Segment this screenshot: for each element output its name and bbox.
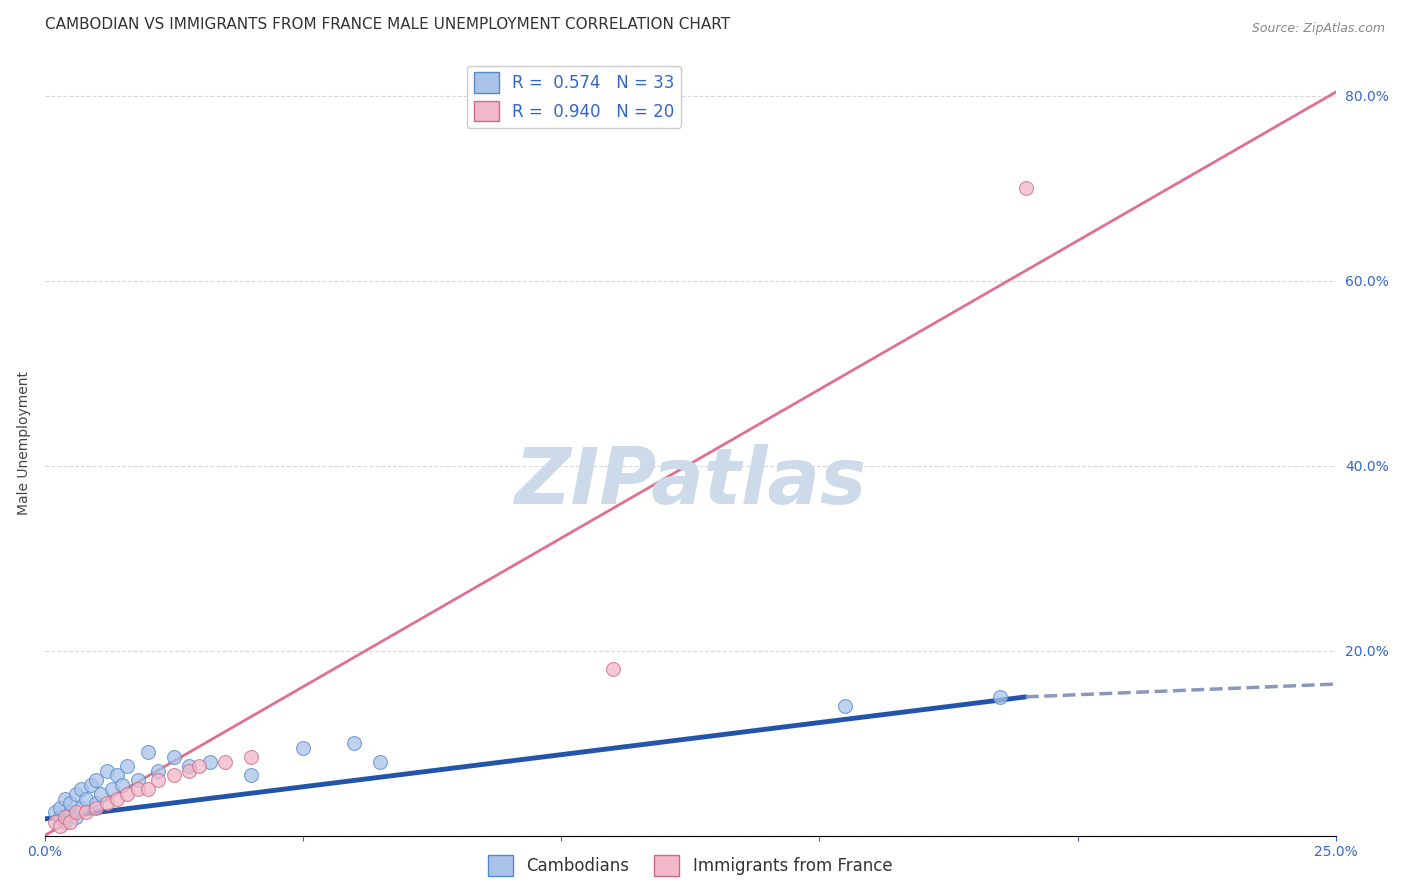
Point	[65, 787, 87, 801]
Point	[602, 662, 624, 676]
Point	[49, 810, 72, 824]
Point	[111, 778, 134, 792]
Point	[44, 805, 66, 820]
Point	[368, 755, 391, 769]
Point	[53, 791, 76, 805]
Point	[115, 787, 138, 801]
Point	[127, 782, 149, 797]
Point	[136, 782, 159, 797]
Point	[49, 801, 72, 815]
Point	[80, 778, 103, 792]
Point	[65, 805, 87, 820]
Point	[179, 764, 201, 778]
Point	[163, 750, 186, 764]
Point	[96, 796, 118, 810]
Point	[59, 805, 82, 820]
Point	[59, 796, 82, 810]
Point	[65, 810, 87, 824]
Text: CAMBODIAN VS IMMIGRANTS FROM FRANCE MALE UNEMPLOYMENT CORRELATION CHART: CAMBODIAN VS IMMIGRANTS FROM FRANCE MALE…	[45, 17, 730, 32]
Point	[214, 755, 236, 769]
Point	[96, 764, 118, 778]
Point	[84, 773, 107, 788]
Point	[84, 801, 107, 815]
Point	[988, 690, 1011, 704]
Point	[163, 768, 186, 782]
Point	[198, 755, 221, 769]
Point	[188, 759, 211, 773]
Point	[343, 736, 366, 750]
Point	[148, 773, 170, 788]
Y-axis label: Male Unemployment: Male Unemployment	[17, 370, 31, 515]
Point	[90, 787, 112, 801]
Point	[53, 810, 76, 824]
Point	[105, 791, 128, 805]
Point	[834, 699, 856, 714]
Point	[100, 782, 122, 797]
Point	[84, 796, 107, 810]
Point	[127, 773, 149, 788]
Point	[75, 805, 97, 820]
Point	[136, 745, 159, 759]
Point	[1015, 181, 1038, 195]
Point	[179, 759, 201, 773]
Point	[49, 819, 72, 833]
Text: Source: ZipAtlas.com: Source: ZipAtlas.com	[1251, 22, 1385, 36]
Point	[148, 764, 170, 778]
Point	[105, 768, 128, 782]
Point	[75, 791, 97, 805]
Text: ZIPatlas: ZIPatlas	[515, 444, 866, 520]
Point	[53, 814, 76, 829]
Legend: Cambodians, Immigrants from France: Cambodians, Immigrants from France	[481, 848, 898, 882]
Point	[69, 782, 91, 797]
Point	[59, 814, 82, 829]
Point	[291, 740, 314, 755]
Point	[69, 801, 91, 815]
Point	[44, 814, 66, 829]
Point	[115, 759, 138, 773]
Point	[240, 750, 263, 764]
Point	[240, 768, 263, 782]
